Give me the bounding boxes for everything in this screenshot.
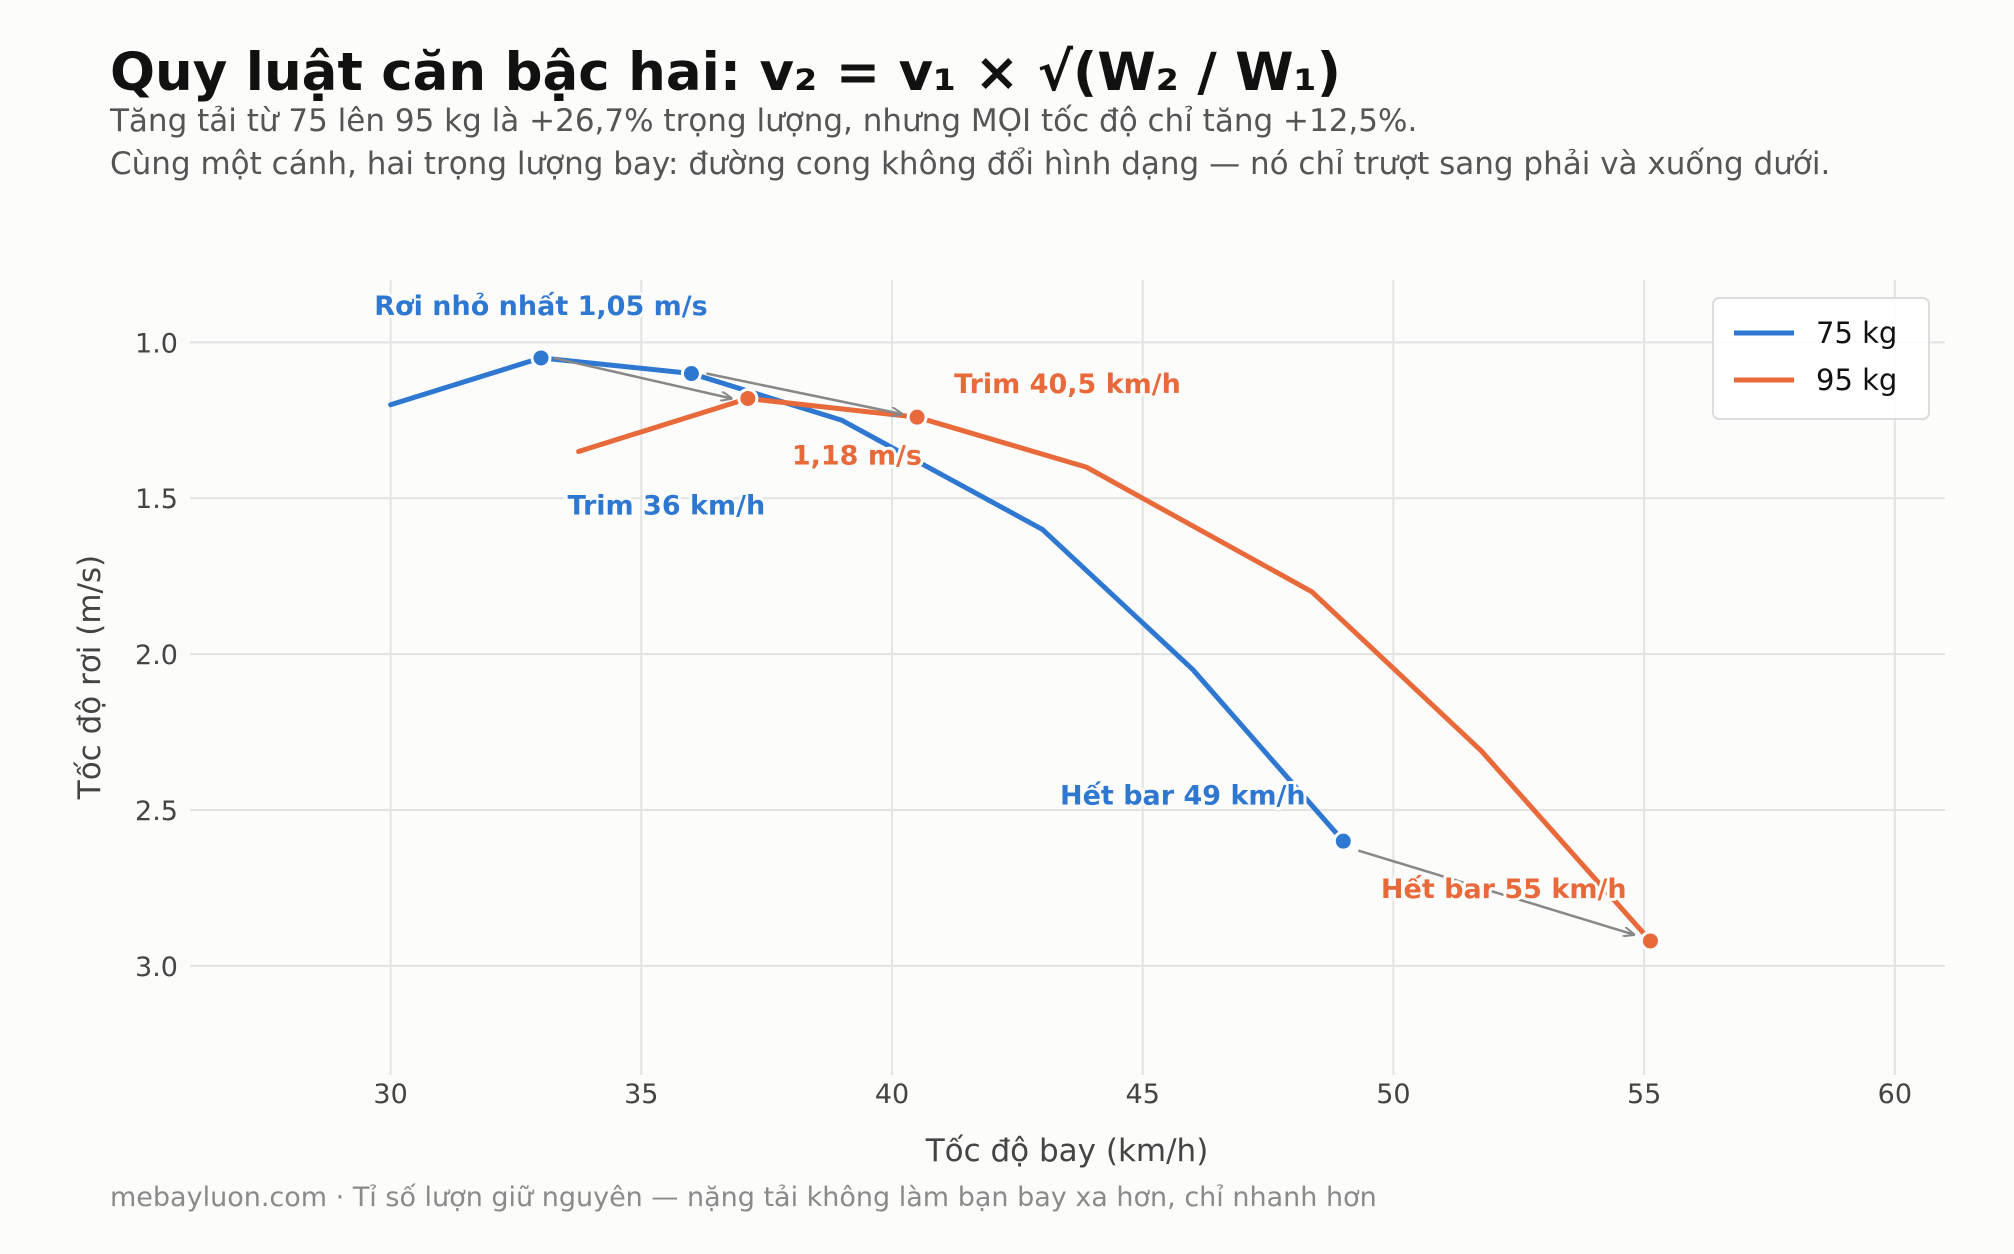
shift-arrow <box>553 356 732 399</box>
x-axis-label: Tốc độ bay (km/h) <box>925 1133 1209 1169</box>
x-tick-label: 60 <box>1878 1079 1912 1110</box>
series-lines <box>388 355 1653 944</box>
highlight-point-95-kg <box>906 406 928 428</box>
highlight-point-95-kg <box>1639 930 1661 952</box>
annotation-label: Rơi nhỏ nhất 1,05 m/s <box>374 291 707 322</box>
highlight-point-75-kg <box>1332 830 1354 852</box>
x-tick-label: 55 <box>1627 1079 1661 1110</box>
y-tick-label: 3.0 <box>135 952 178 983</box>
annotation-label: Hết bar 55 km/h <box>1381 874 1627 905</box>
x-tick-label: 45 <box>1126 1079 1160 1110</box>
annotation-label: 1,18 m/s <box>792 441 922 472</box>
y-tick-label: 1.5 <box>135 484 178 515</box>
chart-subtitle-line-1: Tăng tải từ 75 lên 95 kg là +26,7% trọng… <box>109 103 1417 139</box>
x-tick-label: 40 <box>875 1079 909 1110</box>
legend-label-75kg: 75 kg <box>1816 316 1897 350</box>
series-line-75-kg <box>388 355 1346 844</box>
y-tick-label: 2.5 <box>135 796 178 827</box>
y-axis-label: Tốc độ rơi (m/s) <box>72 555 108 800</box>
shift-arrow <box>1357 849 1634 935</box>
shift-arrow <box>706 372 902 415</box>
y-tick-label: 1.0 <box>135 328 178 359</box>
annotations: Rơi nhỏ nhất 1,05 m/s Trim 36 km/h Hết bar… <box>371 288 1629 908</box>
highlight-point-95-kg <box>737 387 759 409</box>
annotation-label: Trim 36 km/h <box>568 490 766 521</box>
annotation-label: Trim 40,5 km/h <box>954 369 1181 400</box>
highlight-point-75-kg <box>680 363 702 385</box>
highlight-point-75-kg <box>530 347 552 369</box>
chart-subtitle-line-2: Cùng một cánh, hai trọng lượng bay: đườn… <box>110 146 1830 182</box>
annotation-label: Hết bar 49 km/h <box>1060 780 1306 811</box>
chart-title: Quy luật căn bậc hai: v₂ = v₁ × √(W₂ / W… <box>110 42 1341 103</box>
axis-ticks: 30 35 40 45 50 55 60 1.0 1.5 2.0 2.5 3.0 <box>135 328 1912 1110</box>
x-tick-label: 30 <box>373 1079 407 1110</box>
x-tick-label: 35 <box>624 1079 658 1110</box>
footer-note: mebayluon.com · Tỉ số lượn giữ nguyên — … <box>110 1182 1377 1213</box>
series-line-95-kg <box>576 396 1653 944</box>
x-tick-label: 50 <box>1376 1079 1410 1110</box>
legend-label-95kg: 95 kg <box>1816 363 1897 397</box>
y-tick-label: 2.0 <box>135 640 178 671</box>
legend: 75 kg 95 kg <box>1712 297 1930 420</box>
shift-arrows <box>553 356 1635 935</box>
highlight-points <box>530 347 1661 952</box>
legend-box <box>1712 297 1930 420</box>
